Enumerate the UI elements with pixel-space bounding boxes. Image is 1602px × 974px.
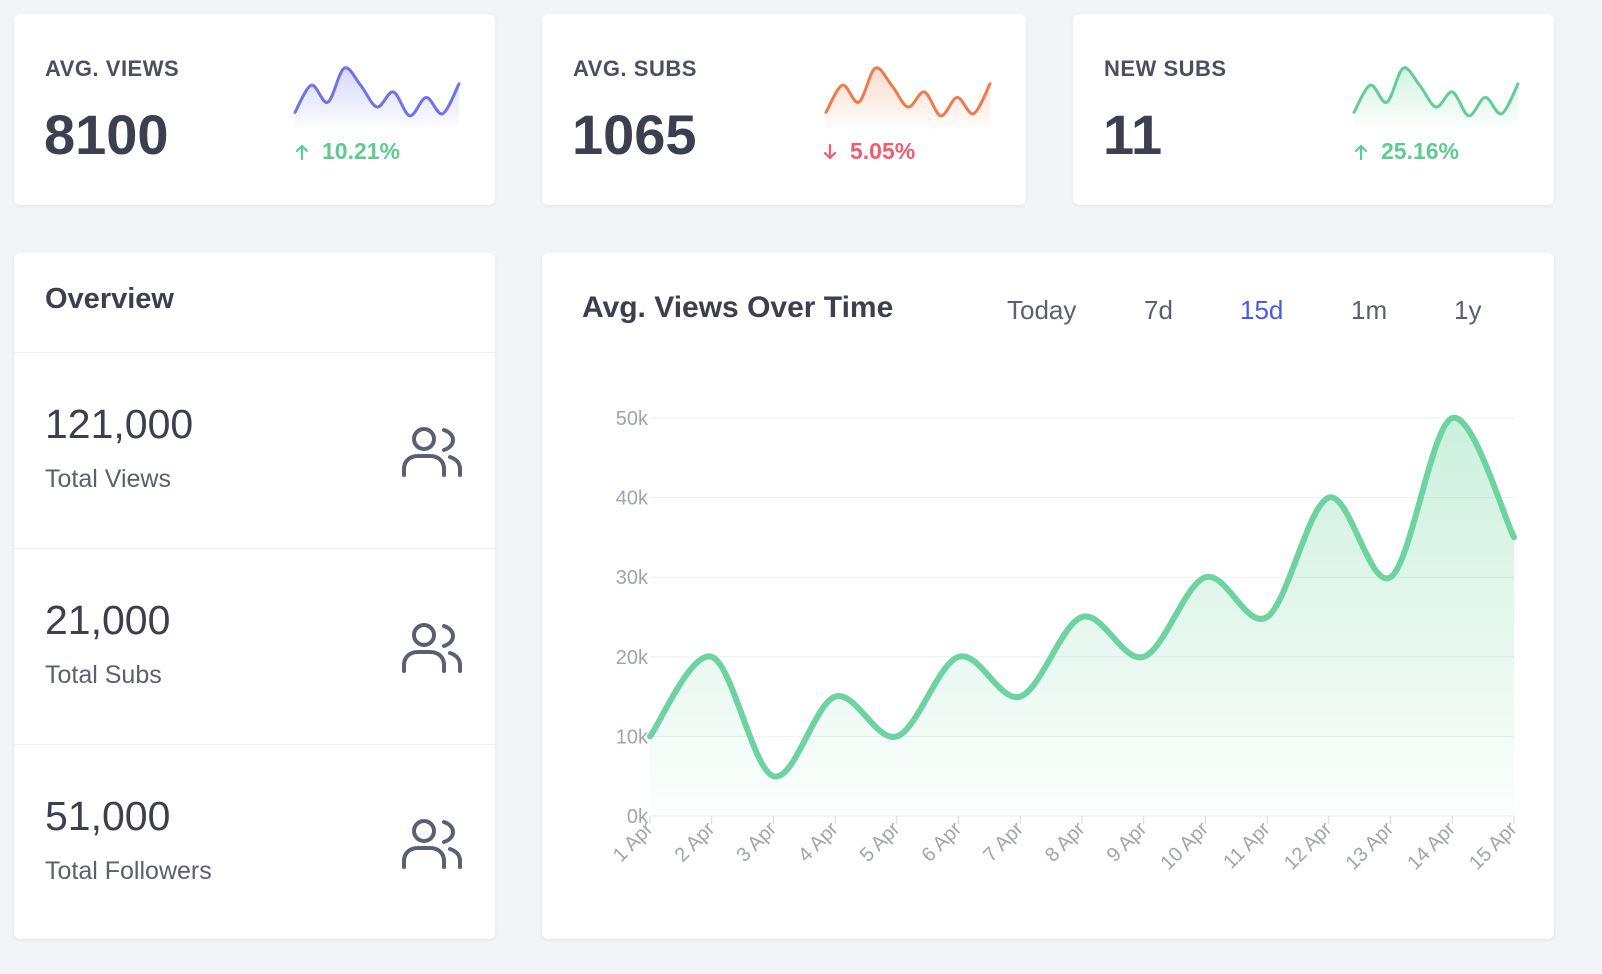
- stat-card-avg-subs: AVG. SUBS 1065 5.05%: [542, 14, 1026, 205]
- stat-delta: 10.21%: [294, 138, 400, 165]
- x-tick-label: 2 Apr: [671, 818, 720, 867]
- range-tab-1y[interactable]: 1y: [1454, 295, 1482, 325]
- stat-delta-value: 10.21%: [322, 138, 401, 164]
- overview-label: Total Views: [45, 465, 171, 493]
- overview-label: Total Subs: [45, 661, 162, 689]
- sparkline-line: [1352, 66, 1520, 118]
- overview-label: Total Followers: [45, 857, 212, 885]
- x-tick-label: 12 Apr: [1280, 818, 1337, 875]
- sparkline-area: [826, 67, 990, 132]
- range-tab-7d[interactable]: 7d: [1144, 295, 1173, 325]
- chart-card: Avg. Views Over Time Today 7d 15d 1m 1y …: [542, 253, 1554, 939]
- series-area: [650, 417, 1514, 816]
- stat-delta: 5.05%: [822, 138, 915, 165]
- stat-delta-value: 5.05%: [850, 138, 916, 164]
- arrow-down-icon: [823, 143, 837, 159]
- y-tick-label: 20k: [616, 647, 649, 669]
- x-tick-label: 13 Apr: [1342, 818, 1399, 875]
- range-tab-today[interactable]: Today: [1007, 295, 1077, 325]
- overview-item-total-subs: 21,000 Total Subs: [14, 548, 495, 745]
- x-tick-label: 7 Apr: [979, 818, 1028, 867]
- stat-label: AVG. SUBS: [573, 56, 697, 81]
- range-tab-15d[interactable]: 15d: [1240, 295, 1284, 325]
- sparkline-area: [295, 67, 459, 132]
- overview-value: 121,000: [45, 401, 194, 447]
- overview-item-total-views: 121,000 Total Views: [14, 352, 495, 549]
- chart-title: Avg. Views Over Time: [582, 291, 894, 324]
- y-tick-label: 10k: [616, 726, 649, 748]
- x-tick-label: 4 Apr: [794, 818, 843, 867]
- x-tick-label: 6 Apr: [918, 818, 967, 867]
- x-tick-label: 15 Apr: [1465, 818, 1522, 875]
- stat-value: 11: [1103, 103, 1163, 166]
- users-icon: [402, 819, 462, 869]
- sparkline: [293, 66, 461, 132]
- y-tick-label: 30k: [616, 567, 649, 589]
- x-tick-label: 11 Apr: [1219, 818, 1275, 874]
- series-line: [647, 414, 1517, 780]
- y-tick-label: 40k: [616, 488, 649, 510]
- stat-label: NEW SUBS: [1104, 56, 1227, 81]
- x-tick-label: 9 Apr: [1103, 818, 1152, 867]
- x-tick-label: 3 Apr: [732, 818, 781, 867]
- users-icon: [402, 623, 462, 673]
- stat-value: 1065: [572, 103, 697, 166]
- overview-title: Overview: [45, 283, 174, 315]
- stat-card-new-subs: NEW SUBS 11 25.16%: [1073, 14, 1554, 205]
- arrow-up-icon: [295, 144, 309, 160]
- y-tick-label: 50k: [616, 408, 649, 430]
- range-tab-1m[interactable]: 1m: [1351, 295, 1388, 325]
- sparkline-line: [293, 66, 461, 118]
- sparkline-area: [1354, 67, 1518, 132]
- sparkline-line: [824, 66, 992, 118]
- stat-delta-value: 25.16%: [1381, 138, 1460, 164]
- overview-card: Overview 121,000 Total Views 21,000 Tota…: [14, 253, 495, 939]
- x-tick-label: 8 Apr: [1041, 818, 1090, 867]
- x-tick-label: 5 Apr: [856, 818, 905, 867]
- x-tick-label: 10 Apr: [1157, 818, 1214, 875]
- overview-item-total-followers: 51,000 Total Followers: [14, 744, 495, 941]
- stat-label: AVG. VIEWS: [45, 56, 180, 81]
- sparkline: [824, 66, 992, 132]
- sparkline: [1352, 66, 1520, 132]
- y-tick-label: 0k: [627, 806, 649, 828]
- stat-value: 8100: [44, 103, 169, 166]
- users-icon: [402, 427, 462, 477]
- overview-value: 21,000: [45, 597, 171, 643]
- x-tick-label: 14 Apr: [1403, 818, 1460, 875]
- overview-value: 51,000: [45, 793, 171, 839]
- stat-card-avg-views: AVG. VIEWS 8100 10.21%: [14, 14, 495, 205]
- stat-delta: 25.16%: [1353, 138, 1459, 165]
- arrow-up-icon: [1354, 144, 1368, 160]
